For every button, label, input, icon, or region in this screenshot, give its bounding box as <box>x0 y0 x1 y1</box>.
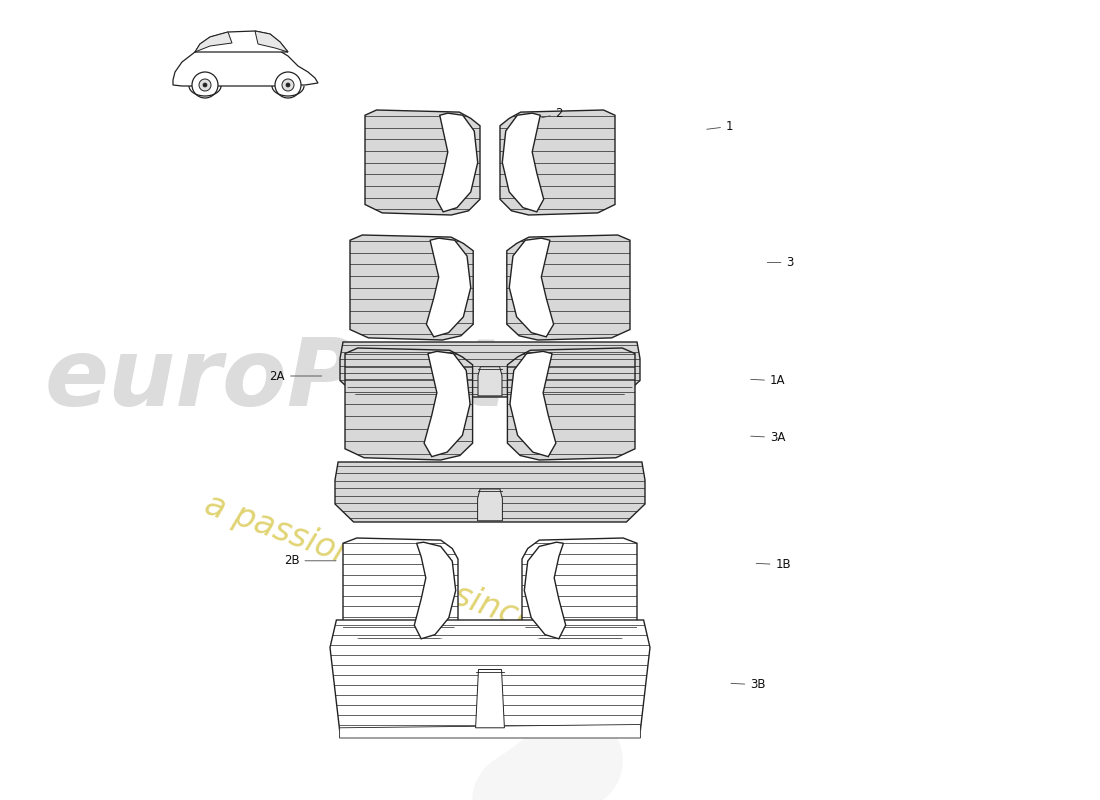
Polygon shape <box>330 620 650 730</box>
Circle shape <box>199 79 211 91</box>
Polygon shape <box>195 32 232 52</box>
Polygon shape <box>425 351 470 457</box>
Circle shape <box>192 72 218 98</box>
Polygon shape <box>478 366 502 396</box>
Polygon shape <box>173 43 318 86</box>
Text: 1: 1 <box>707 120 734 133</box>
Polygon shape <box>336 462 645 522</box>
Text: 3A: 3A <box>751 431 785 444</box>
Polygon shape <box>503 113 543 212</box>
Text: 2: 2 <box>541 107 563 120</box>
Polygon shape <box>522 538 637 643</box>
Text: 3B: 3B <box>732 678 766 691</box>
Polygon shape <box>500 110 615 215</box>
Polygon shape <box>340 342 640 397</box>
Text: 1A: 1A <box>751 374 785 387</box>
Polygon shape <box>365 110 480 215</box>
Circle shape <box>282 79 294 91</box>
Polygon shape <box>427 238 471 337</box>
Polygon shape <box>415 542 455 638</box>
Text: 3: 3 <box>768 256 794 269</box>
Polygon shape <box>507 348 635 460</box>
Text: euroParts: euroParts <box>45 334 563 426</box>
Polygon shape <box>340 725 640 738</box>
Polygon shape <box>510 351 556 457</box>
Polygon shape <box>350 235 473 340</box>
Polygon shape <box>345 348 473 460</box>
Circle shape <box>286 83 290 87</box>
Polygon shape <box>477 489 503 521</box>
Text: 2A: 2A <box>270 370 321 382</box>
Text: 2B: 2B <box>284 554 336 567</box>
Polygon shape <box>255 31 288 52</box>
Circle shape <box>204 83 207 87</box>
Text: 1B: 1B <box>757 558 791 571</box>
Text: a passion for...  since 1985: a passion for... since 1985 <box>200 488 631 672</box>
Polygon shape <box>509 238 553 337</box>
Polygon shape <box>195 31 288 52</box>
Polygon shape <box>475 670 505 728</box>
Polygon shape <box>343 538 458 643</box>
Polygon shape <box>437 113 477 212</box>
Polygon shape <box>525 542 565 638</box>
Polygon shape <box>507 235 630 340</box>
Circle shape <box>275 72 301 98</box>
